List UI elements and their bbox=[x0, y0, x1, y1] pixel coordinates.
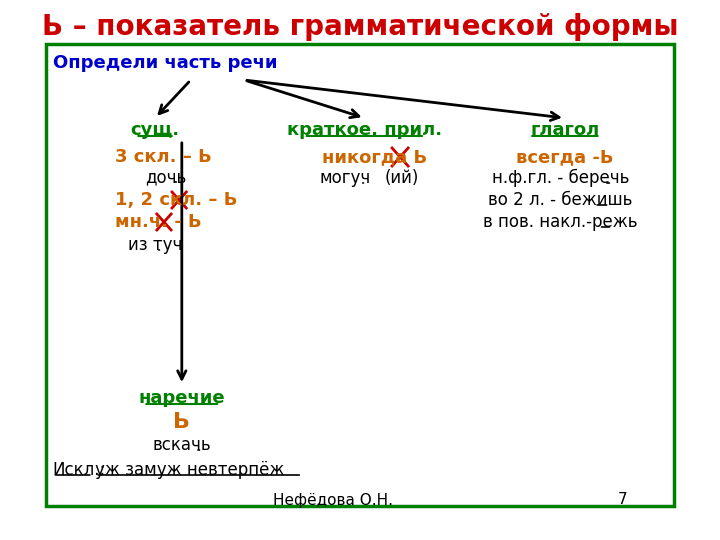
Text: краткое. прил.: краткое. прил. bbox=[287, 121, 442, 139]
Text: наречие: наречие bbox=[138, 389, 225, 407]
Text: 3 скл. – Ь: 3 скл. – Ь bbox=[115, 148, 212, 166]
Text: во 2 л. - бежишь: во 2 л. - бежишь bbox=[488, 191, 633, 209]
FancyBboxPatch shape bbox=[46, 44, 674, 506]
Text: в пов. накл.-режь: в пов. накл.-режь bbox=[483, 213, 638, 231]
Text: дочь: дочь bbox=[145, 168, 186, 186]
Text: 1, 2 скл. – Ь: 1, 2 скл. – Ь bbox=[115, 191, 238, 209]
Text: могуч: могуч bbox=[319, 169, 371, 187]
Text: глагол: глагол bbox=[531, 121, 600, 139]
Text: всегда -Ь: всегда -Ь bbox=[516, 148, 613, 166]
Text: 7: 7 bbox=[618, 492, 628, 508]
Text: сущ.: сущ. bbox=[130, 121, 179, 139]
Text: н.ф.гл. - беречь: н.ф.гл. - беречь bbox=[492, 169, 629, 187]
Text: никогда Ь: никогда Ь bbox=[322, 148, 427, 166]
Text: Искл.:: Искл.: bbox=[53, 461, 106, 479]
Text: Ь: Ь bbox=[174, 412, 190, 432]
Text: Нефёдова О.Н.: Нефёдова О.Н. bbox=[274, 492, 393, 508]
Text: (ий): (ий) bbox=[384, 169, 419, 187]
Text: из туч: из туч bbox=[128, 236, 183, 254]
Text: Ь – показатель грамматической формы: Ь – показатель грамматической формы bbox=[42, 13, 678, 41]
Text: мн.ч. - Ь: мн.ч. - Ь bbox=[115, 213, 202, 231]
Text: Определи часть речи: Определи часть речи bbox=[53, 54, 277, 72]
Text: вскачь: вскачь bbox=[153, 436, 211, 454]
Text: уж замуж невтерпёж: уж замуж невтерпёж bbox=[95, 461, 284, 479]
